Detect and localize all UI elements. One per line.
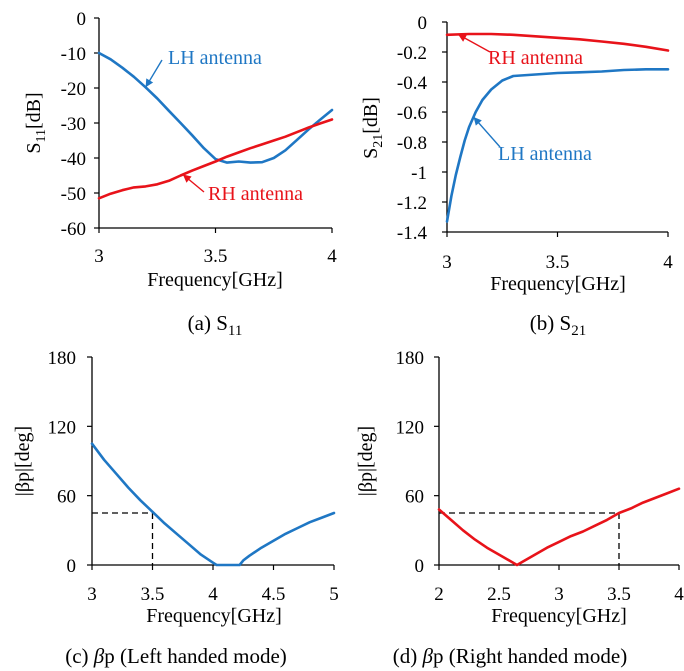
annotation-arrowhead [458,34,467,42]
series-line-0 [90,442,336,567]
y-tick-label: -50 [61,184,86,205]
y-axis-label: |βp|[deg] [355,426,377,496]
x-tick-label: 4 [327,246,337,267]
x-tick-label: 3 [554,584,564,605]
y-tick-label: -40 [61,149,86,170]
y-tick-label: 180 [48,348,77,369]
caption-c: (c) βp (Left handed mode) [65,644,287,668]
y-tick-label: -1 [411,163,427,184]
annotation-label: LH antenna [168,47,262,69]
annotation-arrowhead [473,117,482,126]
y-tick-label: -30 [61,114,86,135]
y-tick-label: 120 [396,417,425,438]
x-tick-label: 3 [442,252,452,273]
y-tick-label: -0.6 [397,103,427,124]
y-tick-label: -1.2 [397,193,427,214]
panel-c-beta-left: |βp|[deg] Frequency[GHz] (c) βp (Left ha… [12,348,339,668]
annotation-label: RH antenna [208,183,303,205]
panel-d-beta-right: |βp|[deg] Frequency[GHz] (d) βp (Right h… [355,348,684,668]
y-tick-label: -1.4 [397,223,428,244]
x-tick-label: 3 [94,246,104,267]
y-tick-label: 0 [77,9,87,30]
caption-d: (d) βp (Right handed mode) [393,644,627,668]
series-line-lh-antenna [97,51,334,164]
y-tick-label: -0.8 [397,133,427,154]
x-tick-label: 3.5 [607,584,631,605]
y-tick-label: 60 [57,487,76,508]
series-line-lh-antenna [445,68,670,223]
x-tick-label: 2.5 [487,584,511,605]
series-line-0 [437,487,681,567]
x-tick-label: 4.5 [262,584,286,605]
y-tick-label: 120 [48,417,77,438]
series-line-rh-antenna [445,32,670,52]
x-tick-label: 3.5 [204,246,228,267]
y-axis-label: |βp|[deg] [12,426,34,496]
y-tick-label: -10 [61,44,86,65]
y-tick-label: -0.4 [397,73,428,94]
series-line-rh-antenna [97,118,334,200]
y-tick-label: 0 [415,556,425,577]
y-tick-label: -60 [61,219,86,240]
x-axis-label: Frequency[GHz] [491,605,627,627]
x-axis-label: Frequency[GHz] [490,273,626,295]
x-tick-label: 5 [329,584,339,605]
caption-a: (a) S11 [188,311,243,339]
y-tick-label: 0 [67,556,77,577]
x-tick-label: 3.5 [141,584,165,605]
annotation-label: LH antenna [498,143,592,165]
x-tick-label: 4 [663,252,673,273]
panel-a-s11: S11[dB] Frequency[GHz] (a) S11 0 -10 -20 -3… [23,9,337,339]
y-tick-label: -20 [61,79,86,100]
caption-b: (b) S21 [530,311,586,339]
annotation-arrowhead [182,174,192,183]
y-axis-label: S11[dB] [23,92,49,153]
x-tick-label: 3 [87,584,97,605]
x-axis-label: Frequency[GHz] [147,269,283,291]
y-tick-label: 180 [396,348,425,369]
x-tick-label: 4 [208,584,218,605]
y-tick-label: 60 [405,487,424,508]
x-tick-label: 3.5 [546,252,570,273]
panel-b-s21: S21[dB] Frequency[GHz] (b) S21 0 -0.2 -0.4… [360,13,673,339]
x-tick-label: 2 [434,584,444,605]
x-tick-label: 4 [674,584,684,605]
x-axis-label: Frequency[GHz] [146,605,282,627]
y-tick-label: -0.2 [397,43,427,64]
y-tick-label: 0 [418,13,428,34]
annotation-label: RH antenna [488,47,583,69]
annotation-arrowhead [145,78,154,88]
y-axis-label: S21[dB] [360,97,386,159]
